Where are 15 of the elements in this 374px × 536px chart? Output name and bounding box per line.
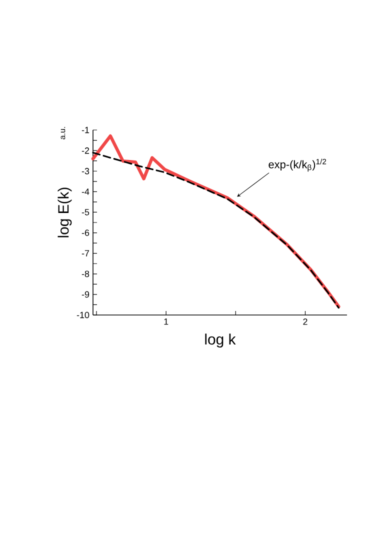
y-tick-label: -5 (82, 209, 90, 216)
x-tick-label: 1 (164, 318, 168, 325)
y-tick-label: -6 (82, 230, 90, 236)
annotation: exp-(k/k$_{β}$)$^{1/2}$ (268, 158, 326, 172)
y-tick-label: -1 (82, 126, 90, 134)
y-tick-label: -3 (82, 168, 90, 174)
x-axis-title: log k (205, 334, 236, 348)
y-tick-label: -2 (82, 147, 90, 154)
y-axis-title: log E(k) (58, 188, 72, 238)
y-tick-label: -7 (82, 250, 90, 256)
x-tick-label: 2 (303, 318, 308, 325)
y-tick-label: -10 (76, 312, 90, 318)
y-tick-label: -4 (82, 188, 90, 195)
y-tick-label: -9 (82, 291, 90, 298)
y-tick-label: -8 (82, 270, 90, 278)
